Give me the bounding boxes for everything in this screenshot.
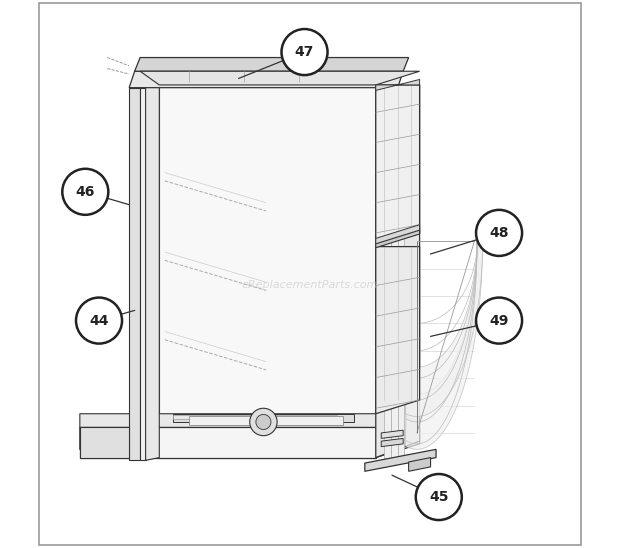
Polygon shape (405, 241, 482, 416)
Polygon shape (391, 85, 397, 458)
Polygon shape (376, 85, 420, 458)
Polygon shape (376, 79, 420, 90)
Circle shape (281, 29, 327, 75)
Text: eReplacementParts.com: eReplacementParts.com (242, 280, 378, 290)
Polygon shape (381, 430, 403, 438)
Polygon shape (80, 414, 420, 427)
Circle shape (476, 298, 522, 344)
Polygon shape (376, 247, 420, 414)
Text: 47: 47 (295, 45, 314, 59)
Polygon shape (376, 225, 420, 247)
Polygon shape (405, 241, 482, 449)
Polygon shape (173, 415, 337, 419)
Polygon shape (173, 414, 354, 422)
Polygon shape (140, 88, 146, 460)
Polygon shape (190, 416, 343, 425)
Circle shape (476, 210, 522, 256)
Polygon shape (397, 85, 404, 458)
Polygon shape (140, 71, 420, 85)
Circle shape (62, 169, 108, 215)
Polygon shape (129, 71, 403, 88)
Polygon shape (135, 58, 409, 71)
Polygon shape (365, 449, 436, 471)
Polygon shape (146, 85, 159, 460)
Polygon shape (376, 230, 420, 248)
Circle shape (256, 414, 271, 430)
Polygon shape (129, 88, 140, 460)
Polygon shape (80, 427, 420, 458)
Polygon shape (376, 85, 420, 247)
Circle shape (76, 298, 122, 344)
Polygon shape (159, 85, 376, 458)
Polygon shape (381, 438, 403, 447)
Text: 49: 49 (489, 313, 509, 328)
Text: 44: 44 (89, 313, 108, 328)
Circle shape (416, 474, 462, 520)
Polygon shape (409, 458, 430, 471)
Polygon shape (80, 427, 129, 458)
Polygon shape (80, 427, 376, 458)
Text: 46: 46 (76, 185, 95, 199)
Text: 48: 48 (489, 226, 509, 240)
Circle shape (250, 408, 277, 436)
Polygon shape (384, 85, 391, 458)
Text: 45: 45 (429, 490, 448, 504)
